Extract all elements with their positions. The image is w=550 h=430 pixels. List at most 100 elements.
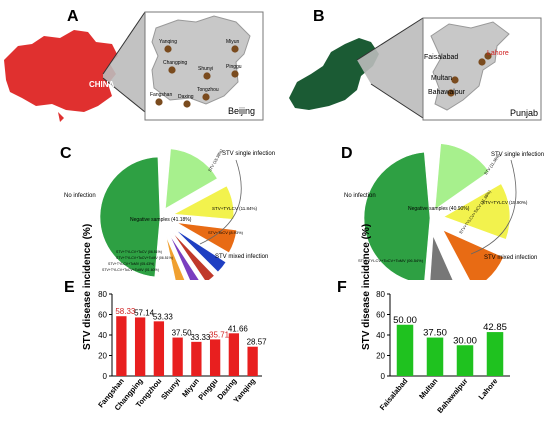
- punjab-label: Punjab: [510, 108, 539, 118]
- pie-c-slice-label: STV+TYLCV+ToMV (05.43%): [108, 262, 155, 266]
- bar-value-label: 42.85: [483, 322, 507, 333]
- map-a-place: Pinggu: [226, 64, 242, 70]
- pie-c-slice-label: STV+ToCV (8.93%): [208, 230, 244, 235]
- bar-category-label: Bahawalpur: [435, 376, 469, 414]
- map-a-marker: [155, 98, 163, 106]
- bar: [247, 346, 258, 376]
- map-b-place: Lahore: [487, 50, 509, 57]
- map-a-marker: [164, 45, 172, 53]
- y-tick-label: 20: [376, 352, 385, 361]
- y-tick-label: 20: [98, 352, 107, 361]
- map-a-marker: [202, 93, 210, 101]
- y-tick-label: 60: [376, 311, 385, 320]
- bar-value-label: 28.57: [247, 338, 268, 347]
- map-b-marker: [478, 58, 486, 66]
- china-shape: [4, 30, 118, 112]
- bar-value-label: 50.00: [393, 315, 417, 326]
- map-a-place: Shunyi: [198, 66, 214, 72]
- y-tick-label: 0: [103, 372, 108, 381]
- pie-slice: [429, 235, 454, 280]
- pie-c: [99, 148, 242, 280]
- beijing-label: Beijing: [228, 106, 256, 116]
- pie-slice: [443, 183, 511, 240]
- map-b-marker: [484, 52, 492, 60]
- pie-c-mixed-infection: STV mixed infection: [215, 254, 269, 260]
- pie-slice: [99, 156, 161, 278]
- map-a-marker: [231, 70, 239, 78]
- bar-value-label: 57.14: [134, 308, 155, 317]
- pie-slice: [172, 232, 215, 280]
- pie-d-single-infection: STV single infection: [491, 152, 545, 158]
- panel-label-a: A: [67, 8, 79, 25]
- pie-slice: [363, 151, 431, 280]
- map-a-marker: [168, 66, 176, 74]
- bar-value-label: 30.00: [453, 335, 477, 346]
- map-b-marker: [451, 76, 459, 84]
- bar-value-label: 37.50: [423, 328, 447, 339]
- pie-c-slice-label: STV+TYLCV+ToCV (06.51%): [116, 250, 162, 254]
- y-tick-label: 80: [98, 290, 107, 299]
- map-a-marker: [183, 100, 191, 108]
- bar-value-label: 37.50: [172, 329, 193, 338]
- pie-slice: [165, 235, 185, 280]
- china-label: CHINA: [89, 80, 115, 89]
- bar: [209, 339, 221, 376]
- map-a-marker: [231, 45, 239, 53]
- y-tick-label: 40: [376, 331, 385, 340]
- pie-slice: [175, 229, 227, 273]
- map-a-place: Tongzhou: [197, 87, 219, 93]
- beijing-shape: [151, 15, 251, 105]
- y-tick-label: 80: [376, 290, 385, 299]
- punjab-shape: [430, 21, 510, 111]
- map-a-place: Changping: [163, 60, 188, 66]
- pie-d-no-infection: No infection: [344, 193, 376, 199]
- pakistan-shape: [289, 38, 379, 110]
- map-b-place: Bahawalpur: [428, 89, 465, 96]
- bar-category-label: Faisalabad: [378, 376, 410, 412]
- map-a-place: Yanqing: [159, 39, 177, 45]
- bar-e-ylabel: STV disease incidence (%): [82, 223, 93, 350]
- bar-chart-f: 0 20 40 60 80 50.00 Faisalabad 37.50 Multan 30.00…: [376, 290, 510, 415]
- bar: [191, 341, 202, 376]
- bar-category-label: Multan: [417, 376, 440, 401]
- panel-label-c: C: [60, 145, 72, 162]
- bar-value-label: 33.33: [190, 333, 211, 342]
- bar: [426, 337, 444, 376]
- pie-c-single-infection: STV single infection: [222, 151, 276, 157]
- y-tick-label: 0: [381, 372, 386, 381]
- bar-category-label: Shunyi: [159, 377, 182, 402]
- map-b-place: Multan: [431, 75, 453, 82]
- map-b-place: Faisalabad: [424, 54, 459, 61]
- pie-slice: [442, 229, 504, 280]
- bar: [456, 345, 474, 376]
- pie-d-slice-label: STV+TYLCV (15.90%): [482, 200, 528, 205]
- bar-chart-e: 02040608058.33Fangshan57.14Changping53.3…: [96, 290, 268, 412]
- bar-value-label: 41.66: [228, 324, 249, 333]
- y-tick-label: 40: [98, 331, 107, 340]
- bar-category-label: Pinggu: [196, 376, 219, 402]
- bar-value-label: 35.71: [209, 330, 230, 339]
- bar: [116, 316, 127, 376]
- map-a-place: Miyun: [226, 39, 240, 45]
- pie-c-no-infection: No infection: [64, 193, 96, 199]
- map-a-place: Daxing: [178, 94, 194, 100]
- panel-label-f: F: [337, 279, 347, 296]
- map-b: [289, 17, 542, 121]
- pie-d-slice-label: Negative samples (40.90%): [408, 206, 470, 212]
- pie-c-slice-label: STV+TYLCV+ToCV+ToMV (01.60%): [102, 268, 159, 272]
- pie-c-slice-label: STV+TYLCV (11.84%): [212, 206, 258, 211]
- pie-d-slice-label: STV+TYLCV+ToCV+ToMV (06.54%): [358, 258, 424, 263]
- y-tick-label: 60: [98, 311, 107, 320]
- pie-slice: [172, 185, 235, 220]
- pie-c-slice-label: STV+TYLCV+ToCV+ToMV (06.51%): [116, 256, 173, 260]
- bar: [172, 337, 183, 376]
- pie-d-mixed-infection: STV mixed infection: [484, 255, 538, 261]
- map-a-marker: [203, 72, 211, 80]
- pie-d: [363, 143, 517, 280]
- map-b-marker: [447, 89, 455, 97]
- bar: [134, 317, 146, 376]
- bar: [486, 332, 504, 376]
- panel-label-d: D: [341, 145, 353, 162]
- bar-f-ylabel: STV disease incidence (%): [361, 223, 372, 350]
- bar: [153, 321, 165, 376]
